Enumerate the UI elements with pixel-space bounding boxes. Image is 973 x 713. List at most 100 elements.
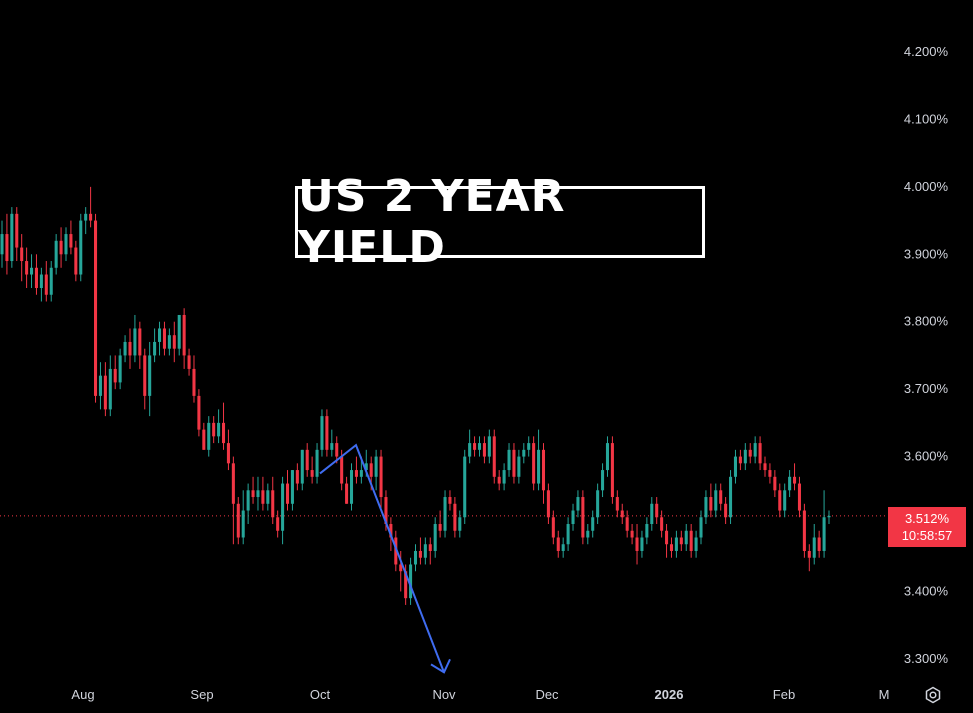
candle-body [64,234,68,255]
candle [482,436,486,464]
candle [281,476,285,545]
y-tick-label: 3.600% [904,449,949,464]
x-tick-label: 2026 [655,687,684,702]
candle-body [625,517,629,531]
candle [433,517,437,558]
candle [684,524,688,551]
candle [345,476,349,504]
candle-body [182,314,186,356]
candle-body [310,470,314,477]
candle [143,348,147,410]
candle [118,348,122,390]
x-tick-label: Sep [190,687,213,702]
candle [758,436,762,471]
candle-body [758,443,762,464]
candle [463,449,467,525]
candle [217,409,221,444]
candle [290,470,294,511]
y-tick-label: 4.100% [904,111,949,126]
candle [64,227,68,262]
candle-body [364,463,368,471]
candle [305,443,309,477]
candle-body [660,517,664,531]
candle-body [719,490,723,504]
candle [94,213,98,403]
candle-body [354,470,358,477]
candle [743,443,747,471]
candle-body [679,537,683,545]
y-tick-label: 3.300% [904,651,949,666]
candle [438,510,442,538]
candle [300,449,304,491]
candle-body [674,537,678,551]
candle-body [458,517,462,531]
candle [645,517,649,545]
candle [733,449,737,484]
candle [271,476,275,525]
candle-body [246,490,250,511]
candle [581,490,585,545]
candle [108,355,112,417]
candle-body [384,497,388,525]
candle [251,476,255,504]
gear-icon[interactable] [923,685,943,705]
candle [20,234,24,282]
candle [236,497,240,545]
candle [689,524,693,558]
candle [748,443,752,464]
candle [665,524,669,558]
candle-body [738,456,742,464]
candle [556,530,560,558]
candle-body [409,564,413,599]
candle-body [527,443,531,450]
candle [586,524,590,545]
candle [202,422,206,450]
candle [669,537,674,558]
candle-body [438,524,442,531]
candle-body [89,213,93,221]
candle [546,483,550,525]
candle [788,470,792,498]
candle [694,530,698,558]
candle [133,314,137,363]
candle [162,321,166,356]
candle [704,490,708,525]
candle-body [640,537,644,551]
candle [655,497,659,525]
candle-body [729,476,733,518]
candle [778,483,782,518]
candle [448,490,452,511]
candle-body [551,517,555,538]
candle-body [49,267,53,295]
candle-body [650,503,654,525]
candle [285,470,290,511]
candle-body [295,470,299,484]
candle-body [812,537,816,558]
candle-body [418,550,422,558]
y-tick-label: 3.900% [904,246,949,261]
candle-body [113,368,117,383]
candle [79,213,83,282]
candle-body [665,530,669,545]
candle-body [788,476,792,491]
candle [650,497,654,531]
candle [423,537,427,565]
candle [674,530,678,558]
candle-body [25,261,29,275]
candle [10,207,14,268]
candle [89,186,93,228]
candle-body [69,234,73,248]
trend-arrow [319,443,451,674]
candle [266,483,270,511]
candle [44,261,48,302]
candle-body [669,544,674,551]
candle [212,416,216,444]
candle-body [453,503,457,531]
candle-body [822,517,826,551]
candle [325,409,329,457]
candle [605,436,610,477]
candle [98,362,102,410]
candle-body [763,463,767,471]
candle [15,207,19,262]
